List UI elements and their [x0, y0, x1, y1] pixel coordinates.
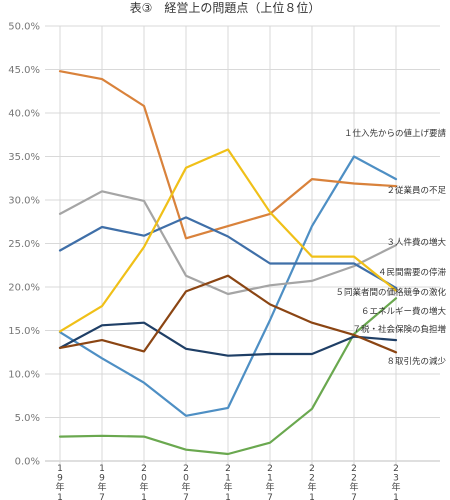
y-tick-label: 25.0% — [8, 239, 40, 250]
series-lines — [58, 70, 398, 456]
series-label-6: ６エネルギー費の増大 — [361, 306, 447, 317]
series-line-8 — [58, 274, 398, 354]
y-tick-label: 35.0% — [8, 152, 40, 163]
series-line-2 — [58, 70, 398, 240]
y-tick-label: 5.0% — [15, 413, 40, 424]
series-label-5: ５同業者間の価格競争の激化 — [335, 287, 446, 298]
series-line-4 — [58, 216, 398, 289]
series-label-8: ８取引先の減少 — [386, 356, 446, 367]
y-tick-label: 0.0% — [15, 457, 40, 468]
y-tick-label: 40.0% — [8, 109, 40, 120]
y-axis-ticks: 0.0% 5.0% 10.0% 15.0% 20.0% 25.0% 30.0% 35.0% 40… — [8, 22, 40, 468]
y-tick-label: 30.0% — [8, 196, 40, 207]
series-label-4: ４民間需要の停滞 — [378, 267, 447, 278]
series-line-6 — [58, 297, 398, 456]
y-tick-label: 10.0% — [8, 370, 40, 381]
series-line-5 — [58, 148, 398, 333]
series-line-7 — [58, 321, 398, 357]
y-tick-label: 45.0% — [8, 65, 40, 76]
y-tick-label: 20.0% — [8, 283, 40, 294]
series-line-3 — [58, 190, 398, 296]
series-label-7: ７税・社会保険の負担増 — [352, 324, 446, 335]
x-axis-ticks: 1 9 年 1 1 9 年 7 2 0 年 1 2 0 年 7 2 1 年 1 2 1 年 7 2 2 年 1 2 2 年 7 2 3 年 1 — [55, 464, 400, 500]
chart-title: 表③ 経営上の問題点（上位８位） — [130, 0, 321, 15]
y-tick-label: 50.0% — [8, 22, 40, 33]
series-label-2: ２従業員の不足 — [386, 185, 446, 196]
series-label-3: ３人件費の増大 — [386, 237, 446, 248]
series-label-1: １仕入先からの値上げ要請 — [344, 128, 447, 139]
series-line-1 — [58, 155, 398, 417]
y-tick-label: 15.0% — [8, 326, 40, 337]
series-labels: １仕入先からの値上げ要請 ２従業員の不足 ３人件費の増大 ４民間需要の停滞 ５同業者間の… — [335, 128, 446, 367]
